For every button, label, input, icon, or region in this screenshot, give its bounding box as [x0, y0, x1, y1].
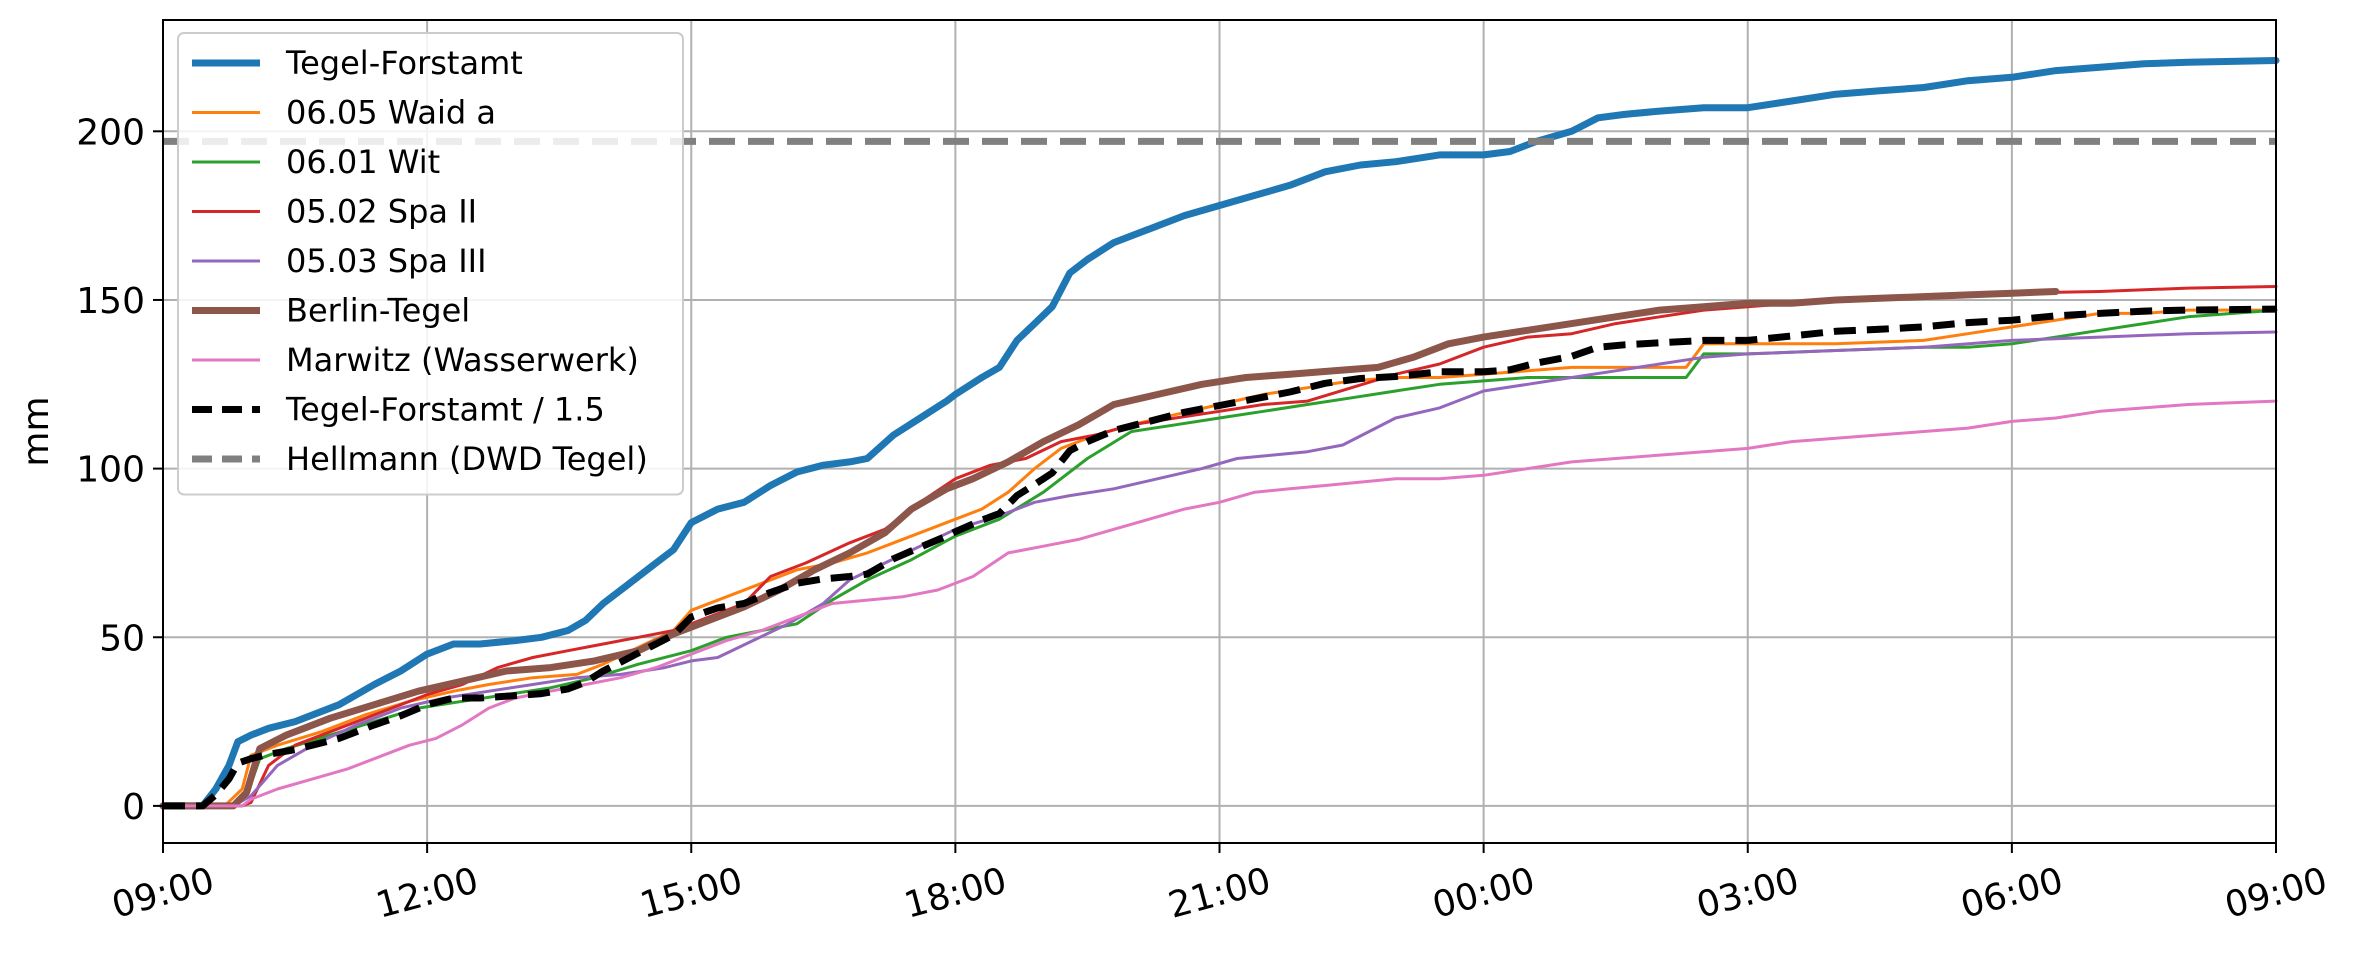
legend-label: 06.01 Wit [286, 143, 440, 181]
legend-box [177, 32, 684, 496]
legend: Tegel-Forstamt 06.05 Waid a 06.01 Wit 05.02… [177, 32, 684, 496]
legend-label: Tegel-Forstamt [285, 44, 523, 82]
series-line-2 [161, 308, 2278, 808]
legend-label: 05.03 Spa III [286, 242, 487, 280]
series-line-7 [161, 399, 2278, 808]
y-tick-label: 50 [99, 618, 145, 659]
legend-label: Tegel-Forstamt / 1.5 [285, 391, 605, 429]
y-tick-label: 100 [76, 450, 145, 491]
legend-label: Berlin-Tegel [286, 292, 470, 330]
legend-label: 06.05 Waid a [286, 94, 496, 132]
series-line-8 [163, 305, 2277, 810]
legend-label: Marwitz (Wasserwerk) [286, 341, 639, 379]
y-tick-label: 150 [76, 281, 145, 322]
series-layer [159, 57, 2280, 810]
y-tick-label: 0 [122, 787, 145, 828]
legend-label: 05.02 Spa II [286, 193, 477, 231]
series-line-6 [159, 288, 2060, 810]
y-axis-label: mm [16, 396, 57, 466]
series-line-1 [159, 57, 2280, 810]
series-line-5 [161, 330, 2278, 808]
y-tick-label: 200 [76, 112, 145, 153]
legend-label: Hellmann (DWD Tegel) [286, 440, 648, 478]
